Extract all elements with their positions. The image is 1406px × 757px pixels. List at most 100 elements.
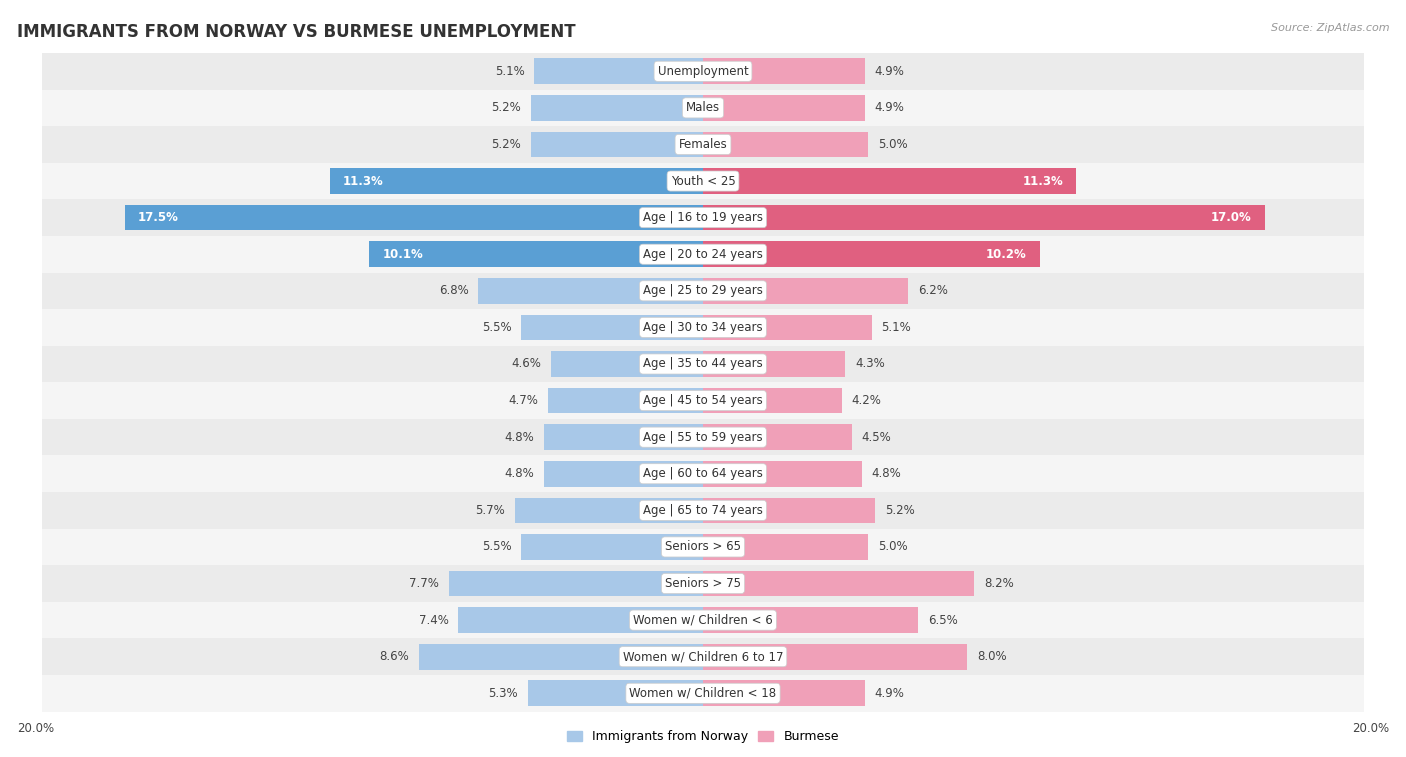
Text: 4.5%: 4.5% xyxy=(862,431,891,444)
Text: 5.1%: 5.1% xyxy=(495,65,524,78)
Bar xyxy=(0,346,1406,382)
Bar xyxy=(0,675,1406,712)
Bar xyxy=(703,168,1077,194)
Text: 5.0%: 5.0% xyxy=(879,540,908,553)
Text: 8.6%: 8.6% xyxy=(380,650,409,663)
Text: 17.5%: 17.5% xyxy=(138,211,179,224)
Text: Youth < 25: Youth < 25 xyxy=(671,175,735,188)
Bar xyxy=(551,351,703,377)
Text: Unemployment: Unemployment xyxy=(658,65,748,78)
Bar xyxy=(0,565,1406,602)
Text: 20.0%: 20.0% xyxy=(1353,721,1389,735)
Bar xyxy=(0,273,1406,309)
Text: Women w/ Children < 18: Women w/ Children < 18 xyxy=(630,687,776,699)
Text: 5.5%: 5.5% xyxy=(482,540,512,553)
Text: 20.0%: 20.0% xyxy=(17,721,53,735)
Text: 17.0%: 17.0% xyxy=(1211,211,1251,224)
Bar xyxy=(703,205,1264,230)
Text: 11.3%: 11.3% xyxy=(1022,175,1063,188)
Bar xyxy=(0,89,1406,126)
Text: 10.1%: 10.1% xyxy=(382,248,423,260)
Bar xyxy=(703,681,865,706)
Bar xyxy=(703,95,865,120)
Bar xyxy=(531,95,703,120)
Bar xyxy=(522,534,703,559)
Text: 4.8%: 4.8% xyxy=(505,467,534,480)
Bar xyxy=(0,492,1406,528)
Text: 7.7%: 7.7% xyxy=(409,577,439,590)
Text: Age | 45 to 54 years: Age | 45 to 54 years xyxy=(643,394,763,407)
Text: Age | 20 to 24 years: Age | 20 to 24 years xyxy=(643,248,763,260)
Bar xyxy=(531,132,703,157)
Bar xyxy=(703,388,842,413)
Bar xyxy=(703,497,875,523)
Text: Age | 30 to 34 years: Age | 30 to 34 years xyxy=(643,321,763,334)
Text: 10.2%: 10.2% xyxy=(986,248,1026,260)
Text: 5.2%: 5.2% xyxy=(884,504,914,517)
Bar xyxy=(0,199,1406,236)
Bar xyxy=(703,607,918,633)
Bar xyxy=(0,419,1406,456)
Text: Age | 35 to 44 years: Age | 35 to 44 years xyxy=(643,357,763,370)
Bar xyxy=(0,163,1406,199)
Bar xyxy=(703,461,862,487)
Text: 11.3%: 11.3% xyxy=(343,175,384,188)
Bar xyxy=(548,388,703,413)
Text: 4.7%: 4.7% xyxy=(508,394,537,407)
Text: 5.2%: 5.2% xyxy=(492,101,522,114)
Text: Age | 25 to 29 years: Age | 25 to 29 years xyxy=(643,285,763,298)
Bar xyxy=(329,168,703,194)
Text: 4.9%: 4.9% xyxy=(875,65,904,78)
Bar xyxy=(703,351,845,377)
Text: Males: Males xyxy=(686,101,720,114)
Text: 4.8%: 4.8% xyxy=(872,467,901,480)
Text: Seniors > 65: Seniors > 65 xyxy=(665,540,741,553)
Bar xyxy=(0,236,1406,273)
Text: Age | 16 to 19 years: Age | 16 to 19 years xyxy=(643,211,763,224)
Text: 8.0%: 8.0% xyxy=(977,650,1007,663)
Text: 6.8%: 6.8% xyxy=(439,285,468,298)
Text: 5.0%: 5.0% xyxy=(879,138,908,151)
Bar xyxy=(703,278,908,304)
Text: Females: Females xyxy=(679,138,727,151)
Text: Source: ZipAtlas.com: Source: ZipAtlas.com xyxy=(1271,23,1389,33)
Text: 4.9%: 4.9% xyxy=(875,687,904,699)
Bar xyxy=(0,602,1406,638)
Text: 6.5%: 6.5% xyxy=(928,614,957,627)
Bar xyxy=(515,497,703,523)
Bar xyxy=(0,528,1406,565)
Text: 5.5%: 5.5% xyxy=(482,321,512,334)
Bar xyxy=(544,425,703,450)
Text: Women w/ Children < 6: Women w/ Children < 6 xyxy=(633,614,773,627)
Bar xyxy=(534,58,703,84)
Text: Age | 55 to 59 years: Age | 55 to 59 years xyxy=(643,431,763,444)
Legend: Immigrants from Norway, Burmese: Immigrants from Norway, Burmese xyxy=(562,725,844,748)
Text: Seniors > 75: Seniors > 75 xyxy=(665,577,741,590)
Bar xyxy=(527,681,703,706)
Text: 4.9%: 4.9% xyxy=(875,101,904,114)
Bar xyxy=(703,132,868,157)
Bar xyxy=(0,382,1406,419)
Bar xyxy=(478,278,703,304)
Text: 4.2%: 4.2% xyxy=(852,394,882,407)
Text: 5.2%: 5.2% xyxy=(492,138,522,151)
Text: 8.2%: 8.2% xyxy=(984,577,1014,590)
Bar xyxy=(0,456,1406,492)
Bar xyxy=(703,534,868,559)
Text: 4.6%: 4.6% xyxy=(512,357,541,370)
Text: 5.3%: 5.3% xyxy=(488,687,517,699)
Text: Age | 60 to 64 years: Age | 60 to 64 years xyxy=(643,467,763,480)
Bar xyxy=(544,461,703,487)
Bar xyxy=(458,607,703,633)
Bar xyxy=(370,241,703,267)
Bar xyxy=(0,638,1406,675)
Text: 4.8%: 4.8% xyxy=(505,431,534,444)
Bar xyxy=(0,309,1406,346)
Bar xyxy=(703,571,974,597)
Bar xyxy=(703,644,967,669)
Bar xyxy=(419,644,703,669)
Bar xyxy=(703,315,872,340)
Text: 5.7%: 5.7% xyxy=(475,504,505,517)
Bar xyxy=(522,315,703,340)
Text: 6.2%: 6.2% xyxy=(918,285,948,298)
